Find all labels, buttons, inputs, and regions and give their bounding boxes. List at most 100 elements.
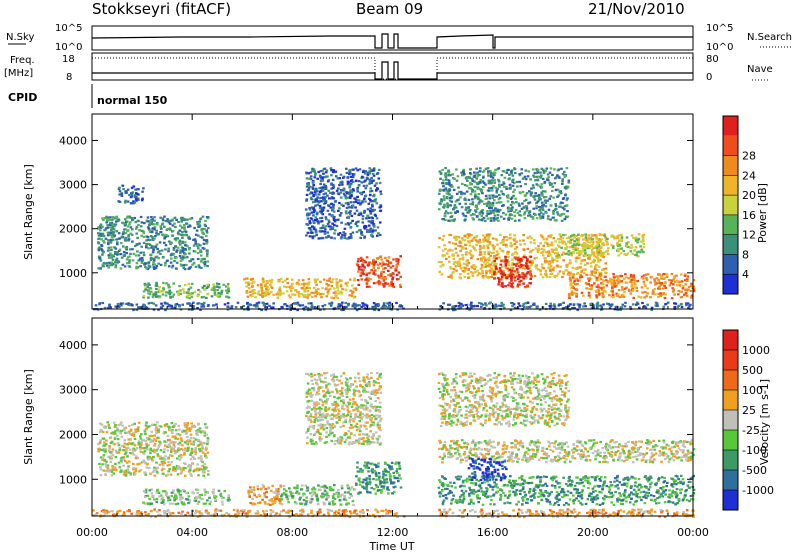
echo-cell (250, 304, 253, 306)
echo-cell (449, 204, 452, 206)
echo-cell (562, 271, 565, 273)
echo-cell (203, 302, 206, 304)
echo-cell (555, 189, 558, 191)
echo-cell (143, 447, 146, 449)
echo-cell (494, 207, 497, 209)
echo-cell (313, 221, 316, 223)
echo-cell (537, 251, 540, 253)
echo-cell (483, 251, 486, 253)
echo-cell (114, 438, 117, 440)
echo-cell (677, 293, 680, 295)
echo-cell (174, 305, 177, 307)
echo-cell (230, 306, 233, 308)
echo-cell (645, 277, 648, 279)
echo-cell (344, 233, 347, 235)
echo-cell (476, 173, 479, 175)
echo-cell (553, 168, 556, 170)
echo-cell (112, 239, 115, 241)
echo-cell (179, 442, 182, 444)
echo-cell (549, 236, 552, 238)
echo-cell (347, 181, 350, 183)
echo-cell (600, 246, 603, 248)
echo-cell (198, 264, 201, 266)
echo-cell (643, 282, 646, 284)
echo-cell (642, 251, 645, 253)
echo-cell (355, 223, 358, 225)
echo-cell (102, 457, 105, 459)
echo-cell (135, 457, 138, 459)
echo-cell (514, 279, 517, 281)
date-title: 21/Nov/2010 (588, 0, 685, 18)
echo-cell (468, 199, 471, 201)
echo-cell (127, 216, 130, 218)
echo-cell (516, 268, 519, 270)
echo-cell (151, 431, 154, 433)
echo-cell (105, 238, 108, 240)
echo-cell (487, 170, 490, 172)
echo-cell (123, 251, 126, 253)
echo-cell (126, 221, 129, 223)
echo-cell (478, 170, 481, 172)
echo-cell (525, 170, 528, 172)
echo-cell (483, 241, 486, 243)
echo-cell (486, 240, 489, 242)
echo-cell (127, 438, 130, 440)
echo-cell (186, 422, 189, 424)
echo-cell (360, 213, 363, 215)
echo-cell (463, 193, 466, 195)
echo-cell (556, 211, 559, 213)
echo-cell (163, 242, 166, 244)
echo-cell (511, 254, 514, 256)
echo-cell (332, 179, 335, 181)
echo-cell (170, 305, 173, 307)
echo-cell (348, 236, 351, 238)
echo-cell (449, 197, 452, 199)
echo-cell (538, 213, 541, 215)
echo-cell (250, 282, 253, 284)
echo-cell (206, 293, 209, 295)
echo-cell (682, 287, 685, 289)
echo-cell (502, 250, 505, 252)
echo-cell (535, 176, 538, 178)
echo-cell (575, 295, 578, 297)
echo-cell (639, 245, 642, 247)
echo-cell (150, 254, 153, 256)
nsky-strip: N.Sky 10^5 10^0 10^5 10^0 N.Search (6, 23, 792, 53)
echo-cell (527, 271, 530, 273)
echo-cell (141, 230, 144, 232)
echo-cell (144, 430, 147, 432)
echo-cell (571, 254, 574, 256)
echo-cell (598, 254, 601, 256)
echo-cell (618, 289, 621, 291)
echo-cell (679, 285, 682, 287)
echo-cell (475, 177, 478, 179)
echo-cell (146, 448, 149, 450)
echo-cell (640, 296, 643, 298)
echo-cell (356, 210, 359, 212)
echo-cell (356, 263, 359, 265)
echo-cell (341, 302, 344, 304)
echo-cell (680, 303, 683, 305)
echo-cell (340, 197, 343, 199)
echo-cell (480, 260, 483, 262)
echo-cell (159, 295, 162, 297)
echo-cell (288, 294, 291, 296)
echo-cell (333, 292, 336, 294)
echo-cell (562, 173, 565, 175)
echo-cell (188, 283, 191, 285)
echo-cell (376, 188, 379, 190)
echo-cell (158, 441, 161, 443)
echo-cell (400, 305, 403, 307)
echo-cell (307, 189, 310, 191)
echo-cell (291, 293, 294, 295)
echo-cell (109, 231, 112, 233)
echo-cell (453, 258, 456, 260)
echo-cell (362, 191, 365, 193)
echo-cell (172, 282, 175, 284)
echo-cell (539, 209, 542, 211)
echo-cell (139, 448, 142, 450)
echo-cell (507, 194, 510, 196)
echo-cell (484, 253, 487, 255)
echo-cell (174, 437, 177, 439)
echo-cell (596, 303, 599, 305)
